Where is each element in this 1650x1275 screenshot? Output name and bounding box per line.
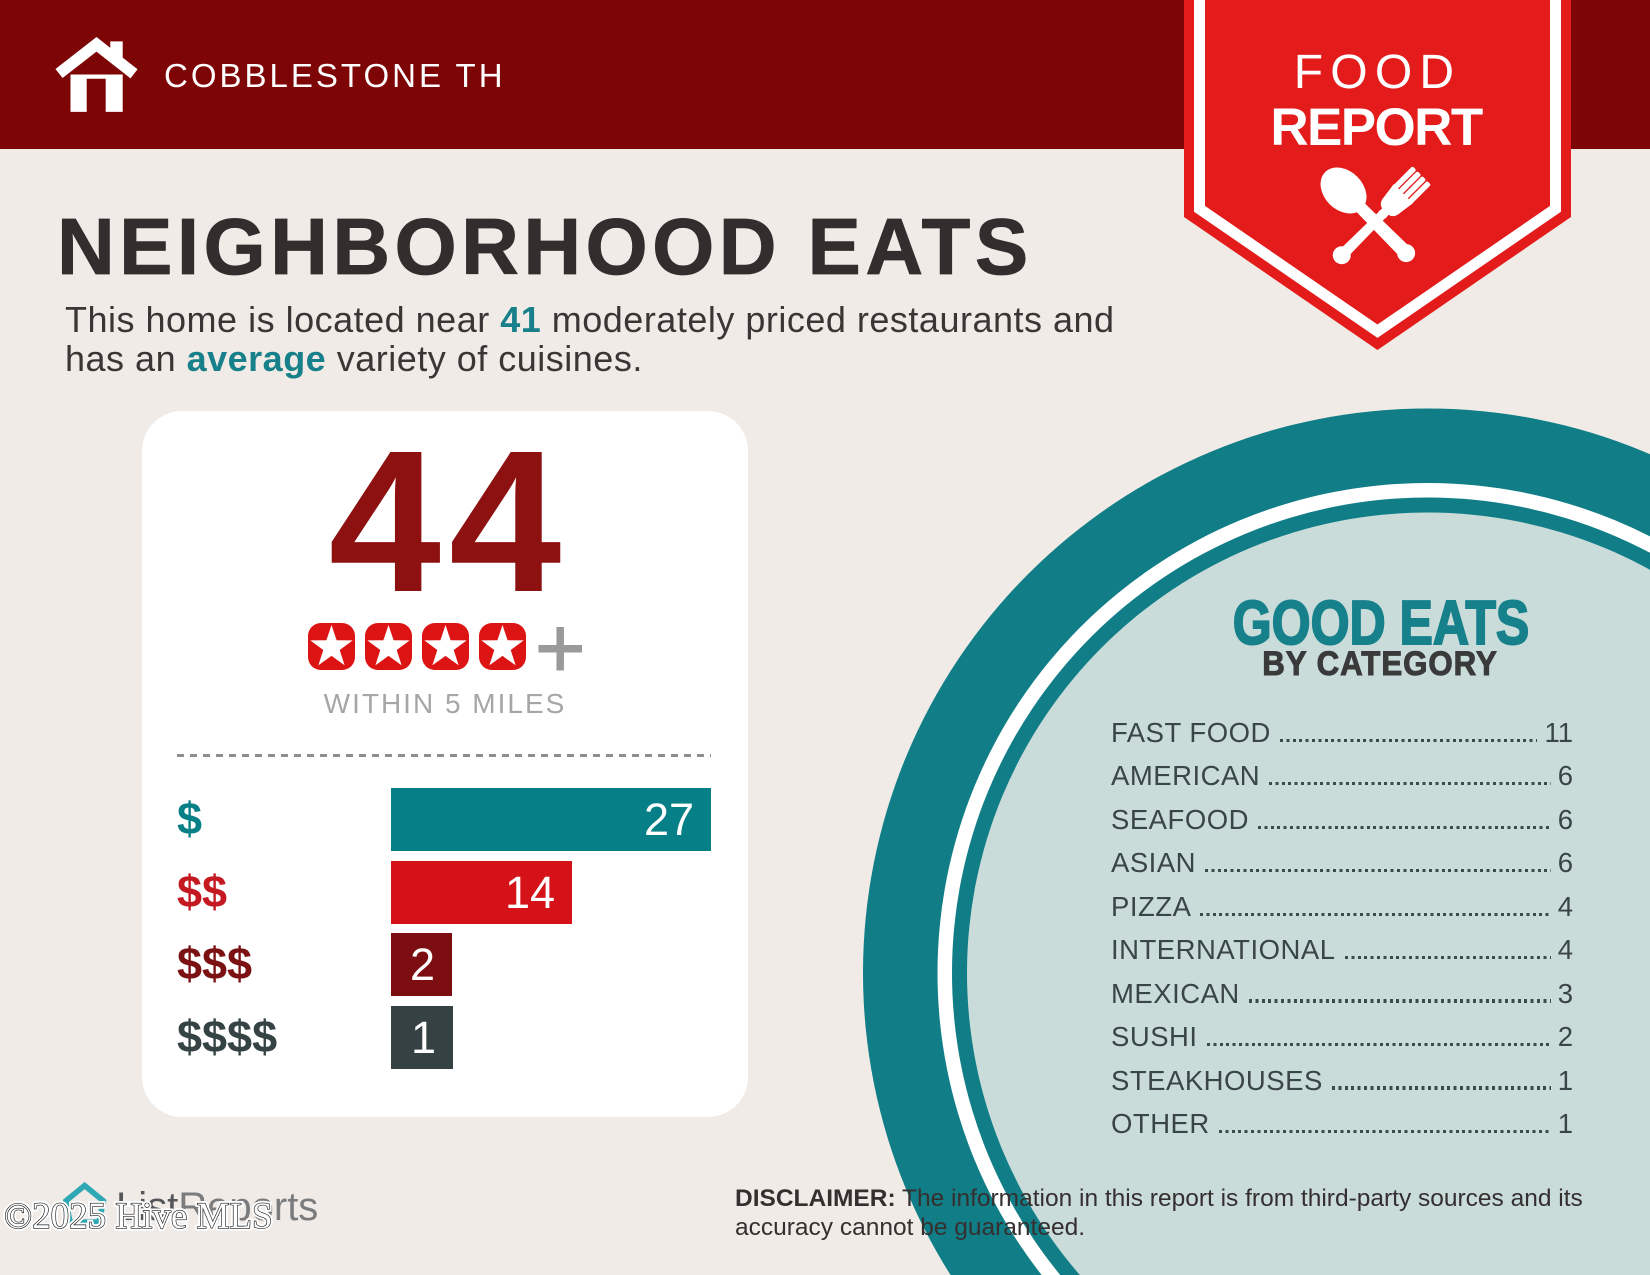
svg-text:©2025 Hive MLS: ©2025 Hive MLS: [4, 1196, 273, 1237]
svg-text:©2025 Hive MLS: ©2025 Hive MLS: [4, 1196, 273, 1237]
